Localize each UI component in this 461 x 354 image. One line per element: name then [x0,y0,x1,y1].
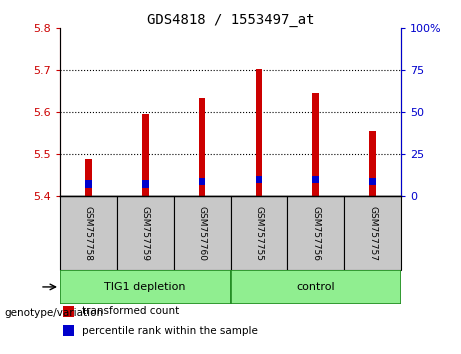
Bar [255,69,262,196]
Text: control: control [296,282,335,292]
Bar [199,98,206,196]
Text: genotype/variation: genotype/variation [5,308,104,318]
Bar [369,178,376,185]
Bar [142,180,148,188]
Text: transformed count: transformed count [82,306,179,316]
Bar [313,176,319,183]
Text: GSM757759: GSM757759 [141,206,150,261]
Bar [60,270,230,304]
Title: GDS4818 / 1553497_at: GDS4818 / 1553497_at [147,13,314,27]
Text: GSM757755: GSM757755 [254,206,263,261]
Text: GSM757758: GSM757758 [84,206,93,261]
Bar [174,196,230,270]
Bar [287,196,344,270]
Bar [369,131,376,196]
Bar [60,196,117,270]
Bar [85,180,92,188]
Bar [142,114,148,196]
Bar [313,93,319,196]
Bar [230,196,287,270]
Text: percentile rank within the sample: percentile rank within the sample [82,326,258,336]
Text: TIG1 depletion: TIG1 depletion [105,282,186,292]
Bar [63,306,74,316]
Bar [255,176,262,183]
Bar [117,196,174,270]
Bar [230,270,401,304]
Bar [344,196,401,270]
Bar [199,178,206,185]
Text: GSM757760: GSM757760 [198,206,207,261]
Bar [63,325,74,336]
Bar [85,159,92,196]
Text: GSM757757: GSM757757 [368,206,377,261]
Text: GSM757756: GSM757756 [311,206,320,261]
